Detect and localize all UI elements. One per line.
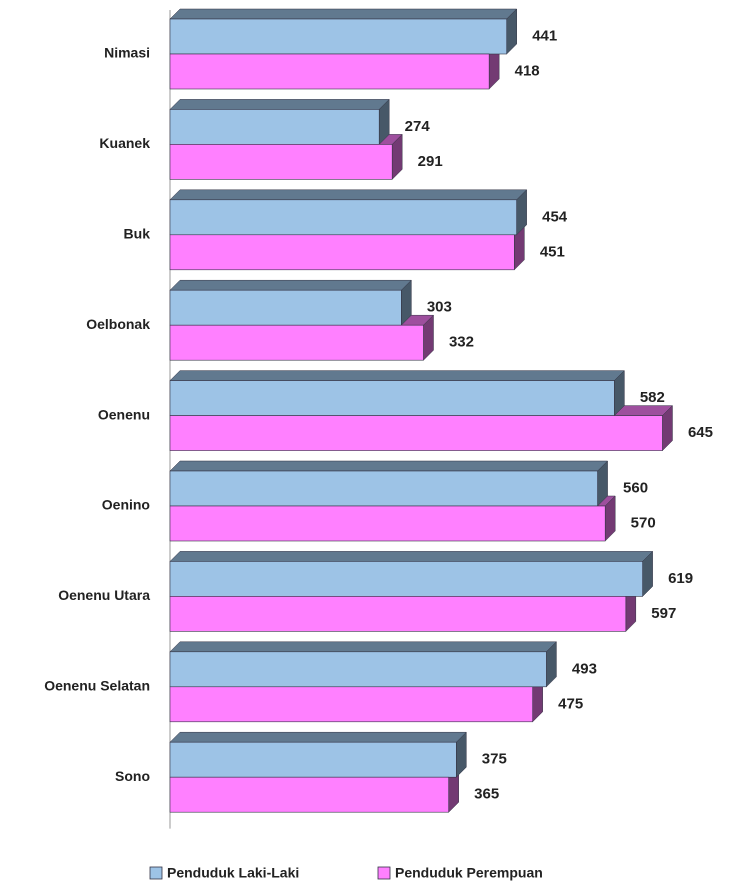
value-label: 303 — [427, 299, 452, 316]
category-label: Nimasi — [104, 45, 150, 61]
category-label: Oenenu — [98, 406, 150, 422]
bar — [169, 686, 533, 723]
bar — [169, 741, 457, 778]
bar — [169, 561, 643, 597]
value-label: 454 — [542, 208, 568, 225]
bar — [169, 776, 449, 813]
value-label: 570 — [631, 514, 656, 531]
bar-top — [169, 460, 609, 472]
bar — [169, 380, 615, 416]
value-label: 619 — [668, 570, 693, 587]
bar-top — [169, 370, 625, 381]
bar — [169, 234, 515, 271]
value-label: 475 — [558, 695, 583, 712]
bar — [169, 289, 402, 326]
value-label: 365 — [474, 786, 499, 803]
category-label: Oenenu Utara — [58, 587, 150, 603]
category-label: Oenenu Selatan — [44, 678, 150, 694]
value-label: 274 — [405, 118, 431, 135]
bar-top — [169, 189, 528, 201]
legend-label: Penduduk Perempuan — [395, 865, 543, 881]
value-label: 441 — [532, 27, 557, 44]
bar — [169, 18, 508, 55]
value-label: 418 — [515, 62, 540, 79]
value-label: 375 — [482, 751, 507, 768]
bar — [169, 199, 517, 236]
legend-swatch — [377, 866, 391, 880]
category-label: Kuanek — [99, 135, 150, 151]
bar-top — [169, 551, 654, 562]
bar — [169, 415, 663, 451]
value-label: 493 — [572, 660, 597, 677]
bar — [169, 470, 598, 507]
bar-top — [169, 279, 412, 291]
bar — [169, 651, 547, 688]
value-label: 582 — [640, 389, 665, 406]
value-label: 597 — [651, 605, 676, 622]
value-label: 645 — [688, 424, 713, 441]
bar-top — [169, 641, 558, 653]
category-label: Oelbonak — [86, 316, 150, 332]
value-label: 332 — [449, 334, 474, 351]
bar — [169, 324, 424, 361]
bar-top — [169, 731, 467, 743]
legend-swatch — [149, 866, 163, 880]
bar — [169, 53, 490, 90]
category-label: Oenino — [102, 497, 150, 513]
bar — [169, 144, 393, 180]
category-label: Sono — [115, 768, 150, 784]
value-label: 560 — [623, 479, 648, 496]
value-label: 451 — [540, 243, 565, 260]
category-label: Buk — [124, 226, 151, 242]
bar — [169, 109, 380, 145]
bar-top — [169, 8, 518, 20]
bar — [169, 505, 606, 542]
legend-label: Penduduk Laki-Laki — [167, 865, 299, 881]
bar-top — [169, 99, 390, 110]
value-label: 291 — [418, 153, 443, 170]
bar — [169, 596, 627, 632]
